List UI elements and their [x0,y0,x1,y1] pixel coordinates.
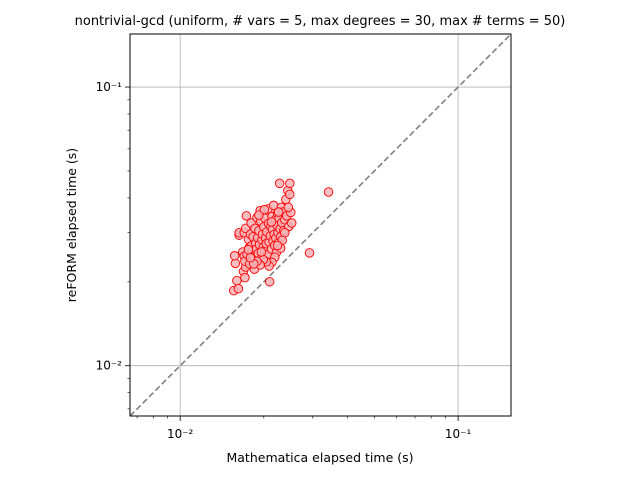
data-point [245,253,256,263]
x-tick-label: 10⁻¹ [445,427,472,441]
plot-frame [129,33,512,417]
data-point [323,187,334,197]
data-points [229,178,334,296]
data-point [256,247,267,257]
data-point [274,178,285,189]
data-point [283,202,294,213]
data-point [286,218,297,228]
data-point [304,248,315,258]
y-tick-label: 10⁻² [96,359,123,373]
chart-title: nontrivial-gcd (uniform, # vars = 5, max… [75,14,566,29]
data-point [243,244,254,255]
grid-lines [130,34,511,416]
y-tick-label: 10⁻¹ [96,80,123,94]
axis-ticks: 10⁻² 10⁻¹ 10⁻² 10⁻¹ [96,80,472,441]
data-point [232,275,242,286]
data-point [264,277,275,287]
data-point [273,207,284,217]
data-point [240,272,250,283]
x-tick-label: 10⁻² [167,427,194,441]
data-point [280,227,290,238]
data-point [285,178,295,189]
x-axis-label: Mathematica elapsed time (s) [226,450,413,465]
data-point [229,251,240,261]
data-point [241,211,252,221]
data-point [272,240,283,251]
data-point [233,283,244,294]
data-point [285,189,295,200]
data-point [259,204,270,215]
data-point [266,217,277,227]
y-axis-label: reFORM elapsed time (s) [64,148,79,302]
